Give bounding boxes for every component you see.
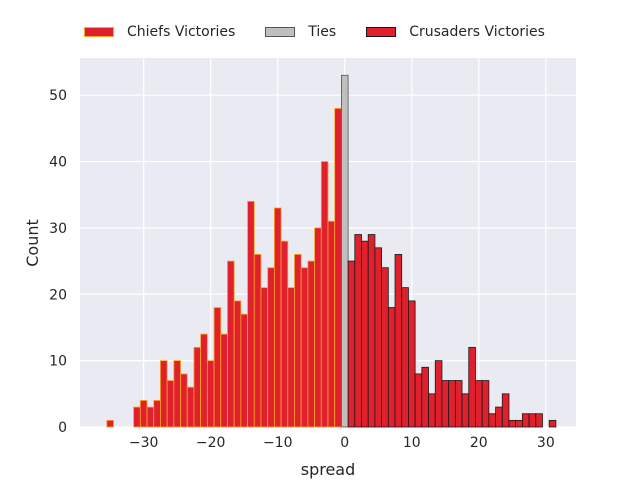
x-tick-label: 20: [470, 435, 488, 451]
y-tick-label: 40: [49, 155, 67, 171]
x-tick-label: 0: [340, 435, 349, 451]
x-axis-label: spread: [301, 460, 356, 479]
bar-ties: [341, 74, 349, 428]
bar-chiefs-victories: [307, 260, 315, 428]
bars: [106, 74, 557, 428]
bar-crusaders-victories: [347, 260, 356, 428]
bar-crusaders-victories: [374, 247, 383, 428]
bar-chiefs-victories: [327, 220, 336, 428]
y-tick-label: 20: [49, 287, 67, 303]
bar-crusaders-victories: [354, 234, 362, 428]
bar-crusaders-victories: [441, 380, 450, 428]
bar-chiefs-victories: [160, 360, 168, 428]
bar-chiefs-victories: [206, 360, 215, 428]
bar-crusaders-victories: [521, 413, 530, 428]
legend-swatch-chiefs: [84, 27, 114, 37]
legend-item-chiefs: Chiefs Victories: [84, 24, 235, 40]
bar-chiefs-victories: [233, 300, 242, 428]
bar-crusaders-victories: [434, 360, 443, 428]
bar-chiefs-victories: [227, 260, 235, 428]
bar-chiefs-victories: [287, 287, 295, 428]
x-tick-label: 10: [403, 435, 421, 451]
y-tick-label: 50: [49, 88, 67, 104]
bar-crusaders-victories: [448, 380, 456, 428]
bar-chiefs-victories: [180, 373, 188, 428]
bar-crusaders-victories: [501, 393, 510, 428]
bar-chiefs-victories: [133, 406, 141, 428]
bar-crusaders-victories: [408, 300, 416, 428]
bar-chiefs-victories: [320, 161, 329, 428]
bar-crusaders-victories: [401, 287, 409, 428]
x-axis-ticks: −30 −20 −10 0 10 20 30: [129, 435, 555, 451]
bar-crusaders-victories: [535, 413, 543, 428]
bar-chiefs-victories: [173, 360, 181, 428]
y-tick-label: 0: [58, 420, 67, 436]
bar-chiefs-victories: [146, 406, 155, 428]
bar-chiefs-victories: [240, 313, 248, 428]
bar-crusaders-victories: [528, 413, 537, 428]
bar-chiefs-victories: [153, 400, 161, 428]
legend-swatch-ties: [265, 27, 296, 37]
legend-item-ties: Ties: [265, 24, 336, 40]
bar-crusaders-victories: [495, 406, 503, 428]
legend-label-crusaders: Crusaders Victories: [409, 24, 545, 40]
bar-chiefs-victories: [220, 333, 228, 428]
legend-item-crusaders: Crusaders Victories: [366, 24, 545, 40]
bar-crusaders-victories: [387, 307, 396, 428]
x-tick-label: −20: [196, 435, 226, 451]
legend-swatch-crusaders: [366, 27, 397, 37]
bar-chiefs-victories: [186, 386, 195, 428]
y-axis-label: Count: [23, 219, 42, 267]
bar-crusaders-victories: [481, 380, 490, 428]
bar-chiefs-victories: [247, 200, 255, 428]
bar-chiefs-victories: [280, 240, 289, 428]
bar-chiefs-victories: [253, 254, 262, 428]
bar-crusaders-victories: [488, 413, 496, 428]
bar-crusaders-victories: [454, 380, 463, 428]
bar-crusaders-victories: [475, 380, 483, 428]
bar-crusaders-victories: [421, 366, 429, 428]
bar-chiefs-victories: [267, 267, 275, 428]
y-tick-label: 10: [49, 354, 67, 370]
bar-chiefs-victories: [193, 346, 202, 428]
bar-chiefs-victories: [334, 108, 342, 428]
bar-crusaders-victories: [381, 267, 389, 428]
x-tick-label: −30: [129, 435, 159, 451]
bar-chiefs-victories: [300, 267, 309, 428]
bar-chiefs-victories: [260, 287, 269, 428]
bar-chiefs-victories: [273, 207, 282, 428]
bar-chiefs-victories: [166, 380, 175, 428]
bar-chiefs-victories: [213, 307, 222, 428]
bar-crusaders-victories: [548, 419, 557, 428]
bar-chiefs-victories: [106, 419, 114, 428]
bar-crusaders-victories: [414, 373, 423, 428]
bar-chiefs-victories: [200, 333, 208, 428]
bar-crusaders-victories: [361, 240, 369, 428]
bar-crusaders-victories: [515, 419, 523, 428]
y-axis-ticks: 0 10 20 30 40 50: [49, 88, 67, 436]
bar-crusaders-victories: [461, 393, 470, 428]
bar-crusaders-victories: [468, 346, 476, 428]
bar-crusaders-victories: [428, 393, 436, 428]
bar-crusaders-victories: [508, 419, 517, 428]
bar-chiefs-victories: [139, 400, 148, 428]
bar-chiefs-victories: [294, 254, 302, 428]
bar-chiefs-victories: [314, 227, 322, 428]
bar-crusaders-victories: [367, 234, 376, 428]
x-tick-label: 30: [537, 435, 555, 451]
legend: Chiefs Victories Ties Crusaders Victorie…: [84, 24, 545, 40]
bar-crusaders-victories: [394, 254, 403, 428]
y-tick-label: 30: [49, 221, 67, 237]
legend-label-chiefs: Chiefs Victories: [127, 24, 236, 40]
x-tick-label: −10: [263, 435, 293, 451]
legend-label-ties: Ties: [308, 24, 337, 40]
